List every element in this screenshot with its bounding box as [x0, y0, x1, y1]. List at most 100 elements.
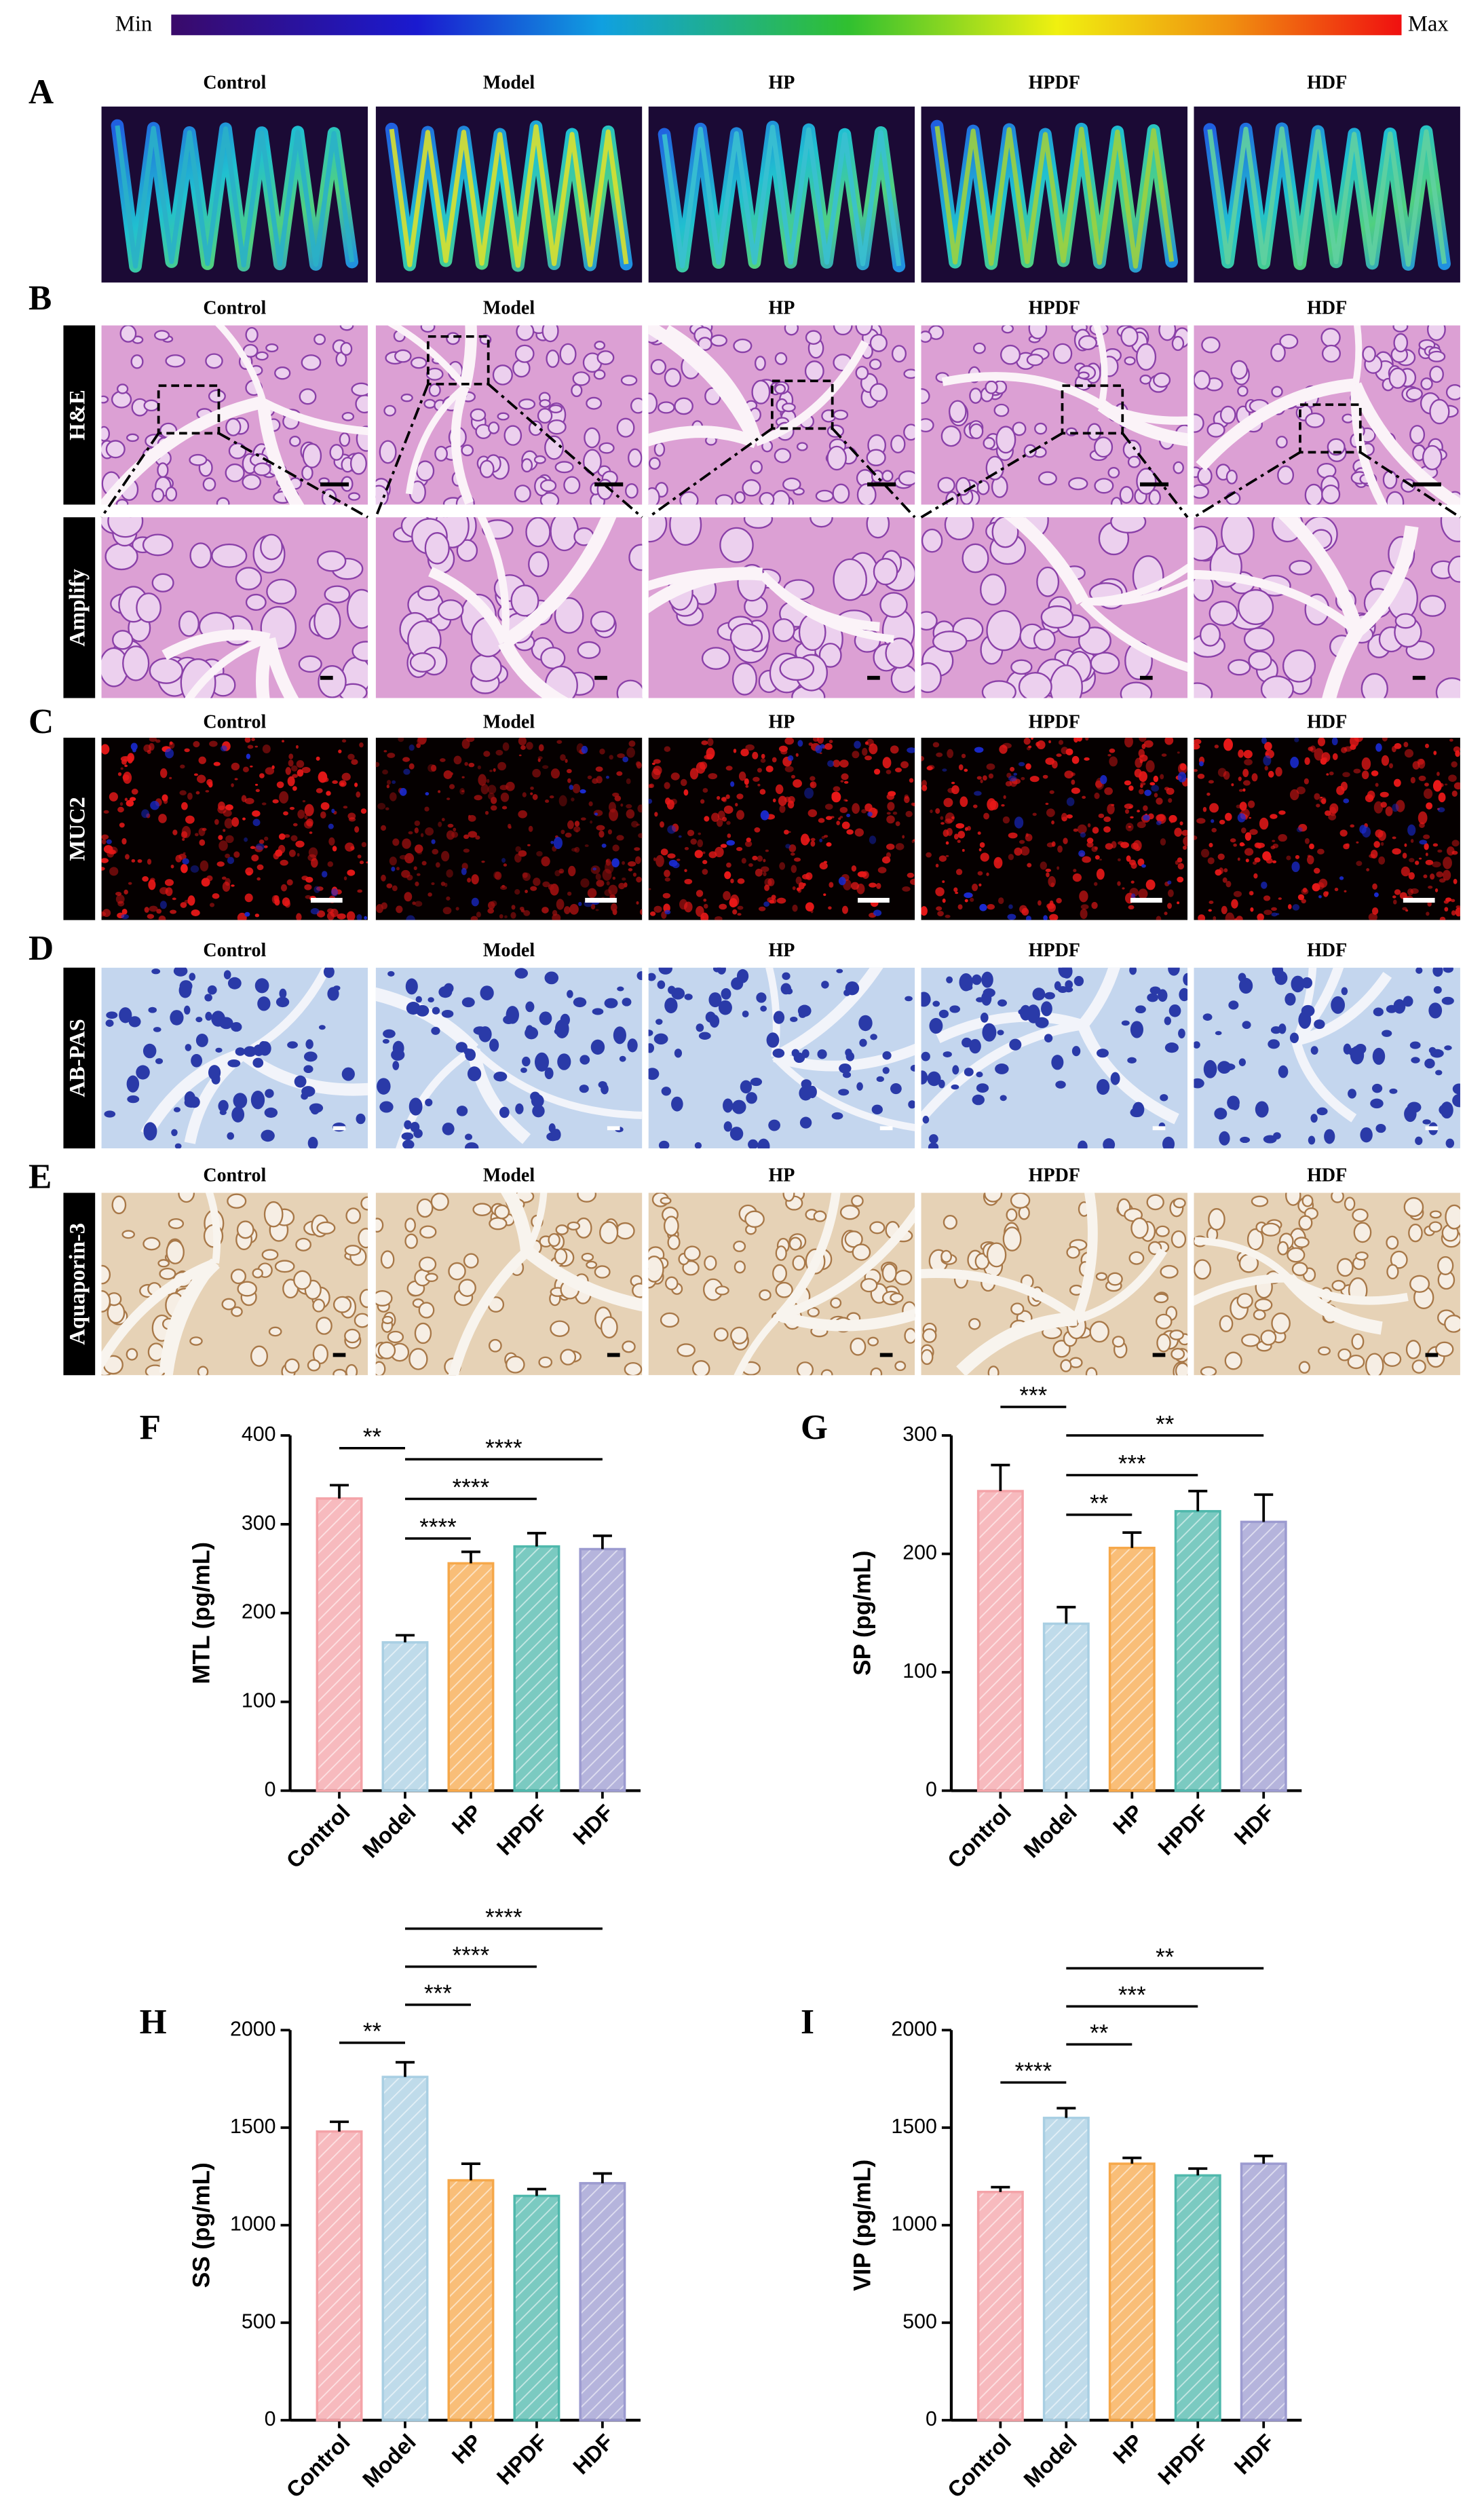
tissue-cell [389, 857, 397, 866]
tissue-cell [1219, 819, 1225, 825]
tissue-cell [361, 842, 367, 848]
colon-core [662, 124, 902, 269]
tissue-cell [1452, 1083, 1460, 1095]
tissue-cell [1051, 820, 1054, 825]
tissue-cell [782, 972, 791, 980]
tissue-cell [978, 883, 982, 887]
tissue-cell [1290, 757, 1299, 768]
tissue-cell [1344, 1197, 1356, 1211]
tissue-cell [856, 483, 877, 505]
tissue-cell [297, 809, 305, 819]
tissue-cell [1282, 649, 1316, 683]
tissue-gap [405, 384, 468, 495]
tissue-cell [986, 872, 989, 876]
tissue-cell [733, 1240, 746, 1252]
tissue-cell [231, 816, 240, 827]
tissue-cell [356, 1113, 366, 1125]
tissue-cell [1002, 816, 1010, 824]
tissue-cell [725, 794, 730, 799]
tissue-cell [657, 980, 666, 990]
tissue-gap [1283, 1273, 1383, 1335]
tissue-cell [354, 783, 358, 787]
colon-core [1207, 126, 1447, 267]
x-tick-label: HPDF [492, 1799, 552, 1860]
tissue-cell [1107, 1272, 1123, 1286]
bar [1042, 2116, 1090, 2422]
tissue-cell [1026, 746, 1031, 751]
tissue-cell [977, 831, 981, 835]
tissue-cell [1144, 789, 1152, 796]
tissue-cell [1014, 816, 1024, 829]
micrograph [375, 967, 643, 1149]
tissue-cell [131, 859, 136, 863]
tissue-cell [1437, 772, 1440, 776]
tissue-cell [274, 1260, 295, 1273]
tissue-cell [1141, 864, 1146, 868]
tissue-cell [170, 909, 177, 914]
tissue-cell [1033, 628, 1056, 651]
tissue-cell [400, 393, 413, 402]
tissue-cell [447, 823, 454, 828]
tissue-cell [1310, 745, 1316, 753]
tissue-cell [1350, 1046, 1365, 1065]
tissue-cell [1261, 881, 1268, 889]
tissue-cell [972, 883, 978, 892]
y-tick-label: 2000 [891, 2018, 937, 2040]
tissue-cell [738, 771, 746, 781]
tissue-cell [1341, 987, 1348, 996]
y-tick-label: 0 [265, 2408, 276, 2430]
micrograph [648, 737, 915, 920]
tissue-cell [1392, 848, 1401, 855]
tissue-cell [821, 835, 825, 840]
tissue-cell [518, 737, 527, 746]
tissue-cell [1002, 1226, 1022, 1252]
tissue-cell [489, 770, 493, 772]
tissue-cell [404, 892, 413, 902]
tissue-cell [1334, 888, 1339, 892]
tissue-cell [233, 1093, 248, 1109]
tissue-cell [757, 1138, 770, 1149]
tissue-cell [552, 1129, 561, 1141]
tissue-cell [1060, 1359, 1072, 1372]
tissue-cell [355, 394, 368, 414]
tissue-cell [932, 1000, 940, 1007]
tissue-gap [261, 398, 368, 436]
tissue-cell [962, 1037, 972, 1048]
tissue-cell [1171, 335, 1185, 352]
tissue-cell [326, 911, 335, 920]
tissue-cell [940, 425, 962, 447]
tissue-cell [1426, 325, 1446, 341]
tissue-cell [500, 792, 510, 802]
tissue-cell [1289, 789, 1299, 801]
tissue-cell [1041, 1001, 1052, 1017]
tissue-cell [708, 851, 717, 859]
tissue-cell [276, 781, 284, 789]
tissue-cell [544, 971, 559, 985]
tissue-cell [386, 784, 389, 789]
tissue-cell [259, 773, 265, 778]
tissue-cell [678, 835, 682, 838]
tissue-cell [1375, 829, 1384, 838]
tissue-cell [745, 744, 755, 751]
tissue-cell [1129, 967, 1137, 975]
x-tick-label: HP [1108, 2429, 1147, 2468]
column-label: HPDF [1029, 711, 1080, 732]
tissue-cell [402, 1140, 415, 1149]
tissue-cell [905, 996, 913, 1002]
tissue-cell [1082, 856, 1092, 863]
colorbar-min: Min [115, 12, 153, 36]
tissue-cell [499, 914, 503, 919]
tissue-cell [419, 1225, 437, 1239]
tissue-cell [894, 1361, 907, 1372]
tissue-cell [168, 1218, 185, 1229]
tissue-cell [669, 517, 702, 546]
tissue-cell [195, 1033, 208, 1047]
tissue-cell [1304, 838, 1310, 844]
tissue-cell [1321, 344, 1342, 363]
tissue-cell [792, 904, 798, 912]
tissue-cell [541, 325, 559, 343]
tissue-cell [724, 871, 731, 880]
tissue-cell [655, 854, 664, 867]
tissue-cell [648, 798, 653, 804]
tissue-cell [1174, 827, 1182, 837]
